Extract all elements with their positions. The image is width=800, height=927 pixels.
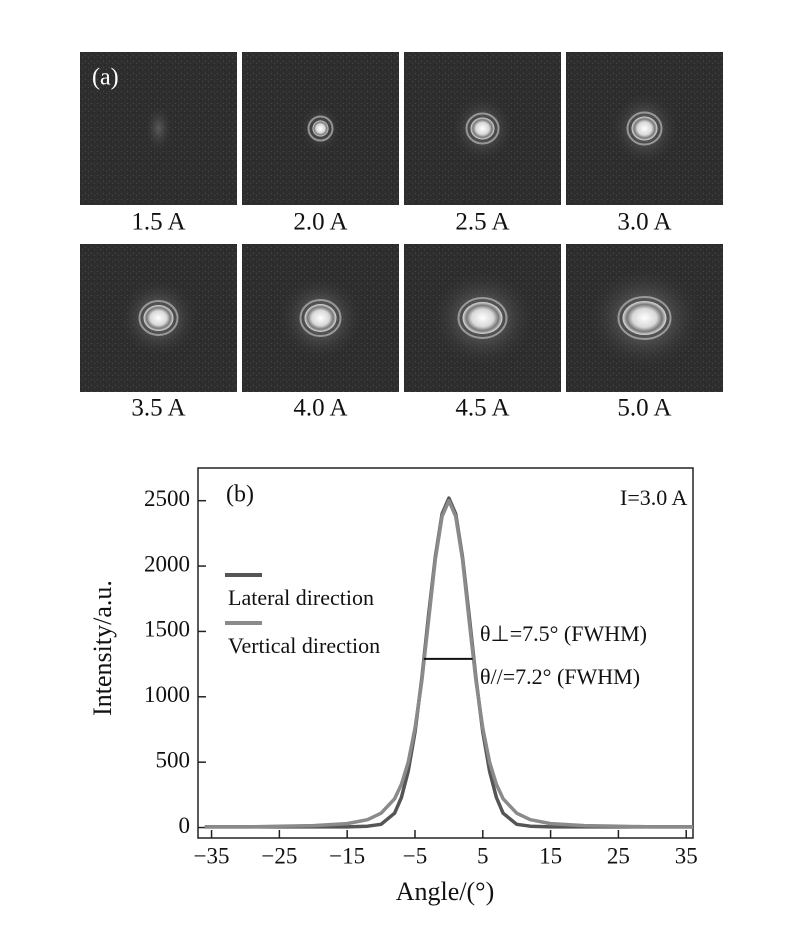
beam-ring (465, 112, 500, 145)
beam-ring (138, 300, 179, 336)
panel-b: 0 500 1000 1500 2000 2500 −35 −25 −15 −5 5 15 25 35 La… (88, 467, 698, 906)
beam-image (242, 244, 399, 392)
panel-label: (b) (226, 482, 254, 508)
beam-ring (457, 297, 508, 339)
data-line (204, 496, 693, 829)
x-tick-label: −15 (329, 843, 365, 868)
annotation: I=3.0 A (620, 485, 688, 510)
beam-ring (299, 299, 342, 337)
beam-core (631, 116, 658, 141)
beam-image (404, 52, 561, 205)
x-tick-label: 15 (539, 843, 562, 868)
beam-image (566, 52, 723, 205)
image-caption: 1.5 A (131, 209, 185, 236)
beam-core (622, 301, 667, 335)
y-tick-label: 2500 (144, 486, 190, 511)
beam-image (404, 244, 561, 392)
y-tick-label: 1000 (144, 682, 190, 707)
image-caption: 2.0 A (293, 209, 347, 236)
panel-a: 1.5 A 2.0 A 2.5 A 3.0 A 3.5 A 4.0 A 4.5 A 5.0 A… (80, 52, 723, 422)
panel-label: (a) (92, 65, 119, 91)
x-tick-label: 35 (675, 843, 698, 868)
x-tick-label: −35 (194, 843, 230, 868)
legend-label: Lateral direction (228, 585, 374, 610)
x-tick-label: −25 (261, 843, 297, 868)
image-caption: 3.0 A (617, 209, 671, 236)
x-axis-label: Angle/(°) (396, 877, 494, 906)
image-caption: 4.5 A (455, 395, 509, 422)
beam-ring (617, 296, 672, 340)
legend-label: Vertical direction (228, 633, 380, 658)
image-caption: 3.5 A (131, 395, 185, 422)
data-line (204, 498, 693, 829)
beam-core (304, 304, 337, 332)
beam-core (462, 302, 503, 334)
beam-ring (307, 115, 334, 142)
image-caption: 2.5 A (455, 209, 509, 236)
beam-core (470, 117, 495, 140)
beam-image (80, 52, 237, 205)
fwhm-label: θ⊥=7.5° (FWHM) (480, 621, 647, 646)
beam-halo (144, 104, 173, 153)
y-axis-label: Intensity/a.u. (88, 580, 117, 716)
beam-image (242, 52, 399, 205)
y-tick-label: 500 (156, 747, 191, 772)
beam-core (312, 120, 329, 137)
y-tick-label: 0 (179, 813, 191, 838)
x-tick-label: 5 (477, 843, 489, 868)
beam-ring (626, 111, 663, 146)
beam-image (80, 244, 237, 392)
x-tick-label: −5 (403, 843, 427, 868)
plot-frame (197, 467, 694, 839)
y-tick-label: 2000 (144, 551, 190, 576)
image-caption: 5.0 A (617, 395, 671, 422)
beam-core (143, 305, 174, 331)
image-caption: 4.0 A (293, 395, 347, 422)
fwhm-label: θ//=7.2° (FWHM) (480, 664, 640, 689)
y-tick-label: 1500 (144, 617, 190, 642)
beam-image (566, 244, 723, 392)
x-tick-label: 25 (607, 843, 630, 868)
